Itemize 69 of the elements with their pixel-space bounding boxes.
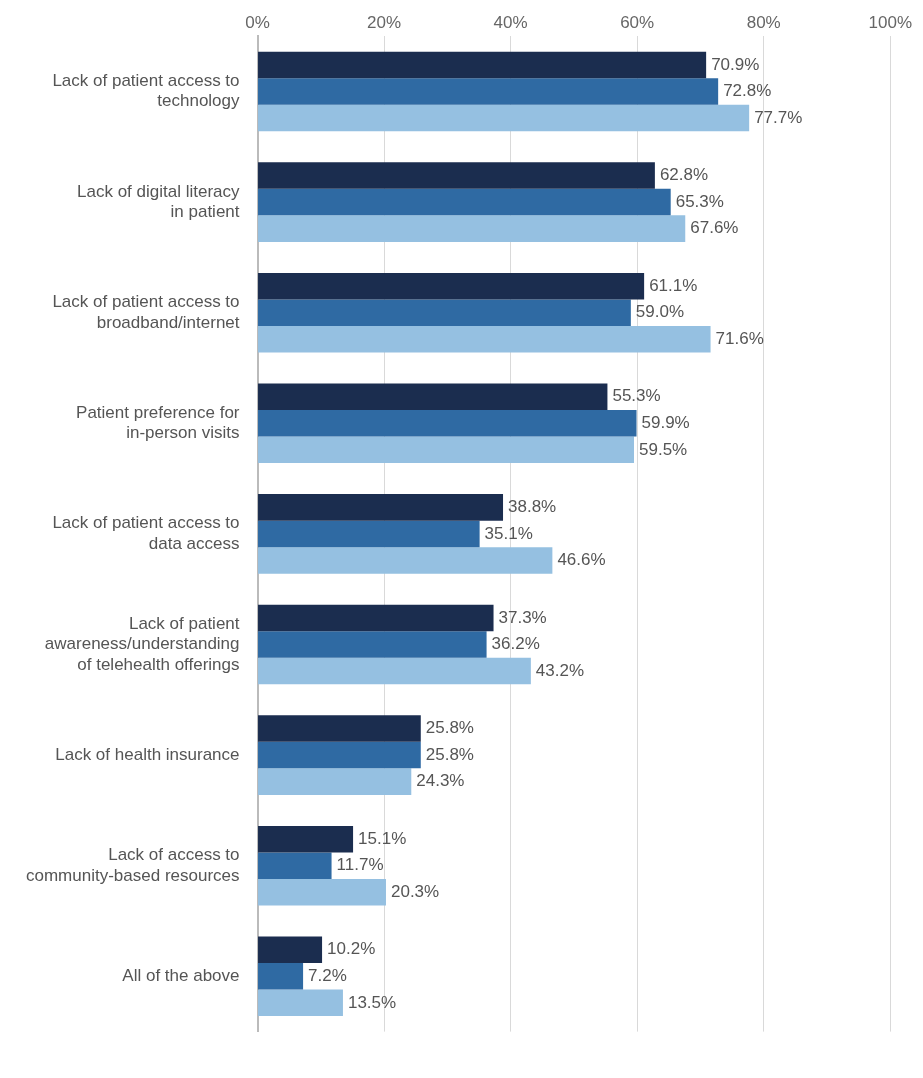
x-tick-label: 0% <box>245 12 270 32</box>
data-label: 59.0% <box>635 302 685 322</box>
y-tick-label: All of the above <box>122 965 240 985</box>
data-label: 65.3% <box>675 191 724 211</box>
bar <box>258 989 343 1017</box>
y-tick-label: Lack of patient access to data access <box>52 513 240 553</box>
y-tick-label: Lack of patient access to broadband/internet <box>52 292 240 332</box>
bar <box>258 715 421 742</box>
data-label: 36.2% <box>491 634 540 654</box>
bar <box>258 78 719 105</box>
data-label: 61.1% <box>649 275 698 295</box>
data-label: 11.7% <box>336 855 384 875</box>
data-label: 24.3% <box>416 771 465 791</box>
data-label: 67.6% <box>690 218 739 238</box>
bar <box>258 547 553 574</box>
bar <box>258 215 686 242</box>
data-label: 59.5% <box>639 439 688 459</box>
data-label: 7.2% <box>308 965 347 985</box>
bar <box>258 657 531 685</box>
bar <box>258 852 332 879</box>
data-label: 37.3% <box>498 607 547 627</box>
bar <box>258 410 637 437</box>
x-tick-label: 100% <box>868 12 912 32</box>
data-label: 46.6% <box>557 550 606 570</box>
bar <box>258 631 487 658</box>
data-label: 20.3% <box>390 881 440 901</box>
y-tick-label: Lack of patient access to technology <box>52 70 241 111</box>
bar <box>258 768 412 795</box>
bar <box>258 436 634 464</box>
data-label: 70.9% <box>711 54 760 74</box>
y-tick-label: Lack of health insurance <box>55 744 240 764</box>
bar <box>258 104 750 132</box>
y-tick-label: Lack of access to community-based resources <box>26 845 240 885</box>
y-tick-label: Lack of digital literacy in patient <box>77 181 241 221</box>
bar <box>258 878 386 906</box>
x-tick-label: 80% <box>746 12 781 32</box>
x-tick-label: 40% <box>493 12 528 32</box>
data-label: 59.9% <box>641 412 690 432</box>
data-label: 35.1% <box>484 523 533 543</box>
data-label: 72.8% <box>723 81 772 101</box>
data-label: 43.2% <box>535 660 585 680</box>
bar <box>258 963 304 990</box>
bar <box>258 604 494 632</box>
y-tick-label: Lack of patient awareness/understanding of telehealth offerings <box>44 613 240 674</box>
bar <box>258 325 711 353</box>
data-label: 38.8% <box>508 497 557 517</box>
bar <box>258 299 631 326</box>
data-label: 25.8% <box>425 718 474 738</box>
bar <box>258 825 354 853</box>
data-label: 10.2% <box>327 939 376 959</box>
bar <box>258 51 707 79</box>
data-label: 13.5% <box>347 992 397 1012</box>
bar <box>258 936 323 964</box>
data-label: 55.3% <box>612 386 661 406</box>
bar <box>258 520 480 548</box>
data-label: 15.1% <box>358 828 407 848</box>
bar <box>258 494 504 521</box>
bar <box>258 188 671 216</box>
x-tick-label: 60% <box>620 12 655 32</box>
data-label: 62.8% <box>659 165 709 185</box>
bar <box>258 383 608 411</box>
bar <box>258 272 645 300</box>
data-label: 71.6% <box>715 328 764 348</box>
x-tick-label: 20% <box>367 12 402 32</box>
bar <box>258 162 655 189</box>
data-label: 77.7% <box>754 107 803 127</box>
bar <box>258 741 421 769</box>
y-tick-label: Patient preference for in-person visits <box>76 402 240 443</box>
data-label: 25.8% <box>425 744 474 764</box>
